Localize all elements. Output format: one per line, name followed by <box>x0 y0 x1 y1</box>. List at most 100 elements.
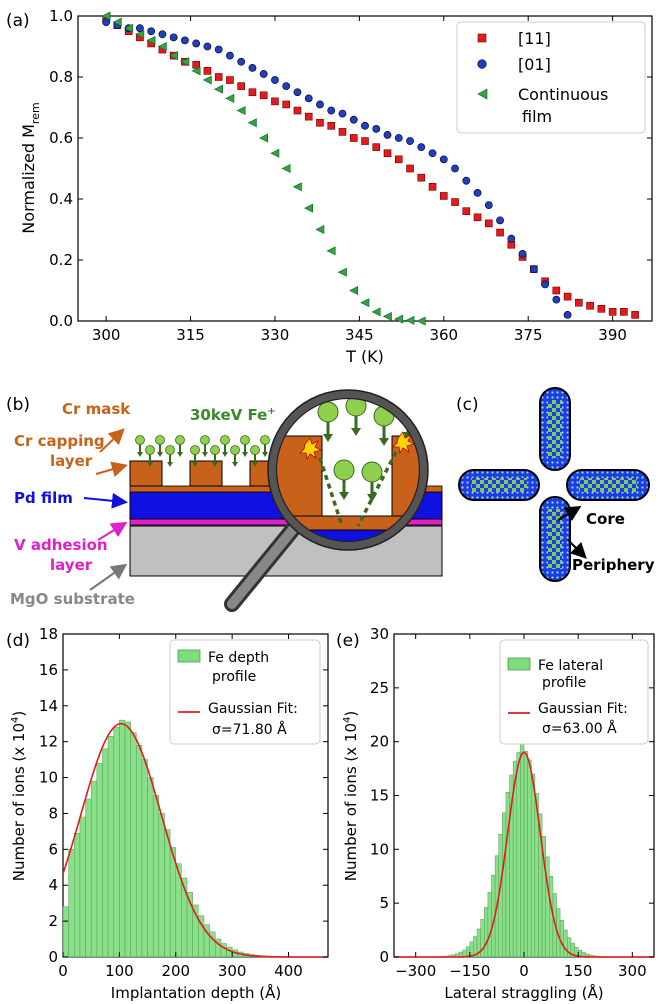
fe-ion <box>260 435 270 445</box>
point-11 <box>473 213 482 222</box>
point-11 <box>439 192 448 200</box>
histogram-bar <box>516 752 521 958</box>
label-periphery: Periphery <box>572 556 655 574</box>
fe-ion <box>210 445 220 455</box>
point-film <box>270 148 280 158</box>
fe-ion <box>135 435 145 445</box>
legend-marker-11 <box>477 33 487 43</box>
point-11 <box>304 112 313 121</box>
fe-ion <box>240 435 250 445</box>
point-01 <box>237 57 246 66</box>
histogram-bar <box>559 920 564 958</box>
point-11 <box>428 183 437 191</box>
y-tick-label: 12 <box>39 733 58 751</box>
label-v-adhesion-2: layer <box>50 556 93 574</box>
fe-ion <box>190 445 200 455</box>
point-01 <box>282 82 291 91</box>
point-film <box>304 203 314 213</box>
point-01 <box>541 280 549 289</box>
histogram-bar <box>520 742 525 958</box>
plot-a-ylabel: Normalized Mrem <box>19 102 42 233</box>
histogram-bar <box>113 727 120 958</box>
arrow-cr-capping <box>95 461 128 477</box>
point-11 <box>552 286 561 295</box>
point-01 <box>462 176 471 185</box>
plot-d-y-ticks: 0 2 4 6 8 10 12 14 16 18 <box>39 625 328 966</box>
histogram-bar <box>527 759 532 958</box>
point-film <box>416 316 426 326</box>
point-01 <box>372 124 381 133</box>
y-tick-label: 25 <box>370 679 389 697</box>
histogram-bar <box>523 751 528 958</box>
point-film <box>202 75 212 85</box>
arrow-cr-mask <box>99 428 125 453</box>
label-cr-capping-1: Cr capping <box>14 432 105 450</box>
y-tick-label: 0.2 <box>49 251 73 269</box>
panel-d: (d) 0 2 4 6 8 10 12 14 16 18 0 100 200 300 400 Implan… <box>6 625 329 1002</box>
y-tick-label: 6 <box>48 840 58 858</box>
legend-marker-01 <box>477 59 487 69</box>
point-film <box>259 133 269 143</box>
label-core: Core <box>586 510 625 528</box>
legend-marker-film <box>477 88 488 100</box>
point-film <box>191 66 201 76</box>
point-01 <box>496 216 504 225</box>
point-11 <box>383 149 392 158</box>
histogram-bar <box>102 748 109 958</box>
x-tick-label: 150 <box>564 962 593 980</box>
point-01 <box>349 115 358 124</box>
point-01 <box>169 33 178 42</box>
x-tick-label: 330 <box>261 326 290 344</box>
point-film <box>360 298 370 308</box>
plot-e-y-ticks: 0 5 10 15 20 25 30 <box>370 625 654 966</box>
y-tick-label: 0.4 <box>49 190 73 208</box>
cr-mask-block <box>129 460 163 487</box>
point-01 <box>473 188 482 197</box>
legend-fit-value: σ=71.80 Å <box>212 721 287 738</box>
label-cr-mask: Cr mask <box>62 400 131 418</box>
fe-ion <box>200 435 210 445</box>
point-11 <box>462 207 471 215</box>
y-tick-label: 0.8 <box>49 68 73 86</box>
panel-b-diagram: (b) Cr mask 30keV Fe+ Cr capping layer P… <box>6 389 443 612</box>
histogram-bar <box>130 732 137 958</box>
x-tick-label: 390 <box>598 326 627 344</box>
histogram-bar <box>169 847 177 958</box>
label-mgo-substrate: MgO substrate <box>10 590 135 608</box>
point-11 <box>372 143 381 151</box>
histogram-bar <box>96 762 103 958</box>
y-tick-label: 14 <box>39 697 58 715</box>
plot-d-ylabel: Number of ions (x 104) <box>10 711 28 882</box>
histogram-bar <box>90 780 98 958</box>
legend-hist-label: Fe lateral profile <box>538 658 603 691</box>
panel-e: (e) 0 5 10 15 20 25 30 −300 −150 0 150 300 Lateral… <box>336 625 655 1002</box>
plot-a-frame <box>77 15 653 322</box>
y-tick-label: 0.0 <box>49 312 73 330</box>
point-film <box>214 84 223 94</box>
plot-a-xlabel: T (K) <box>345 347 384 366</box>
plot-e-fit-curve <box>394 751 654 958</box>
panel-label-e: (e) <box>336 631 360 651</box>
label-pd-film: Pd film <box>14 489 73 507</box>
plot-d-xlabel: Implantation depth (Å) <box>111 983 281 1002</box>
point-film <box>225 93 235 103</box>
point-11 <box>271 97 279 106</box>
panel-a: (a) 0.0 0.2 0.4 0.6 0.8 1.0 300 315 330 345 360 37… <box>6 7 653 366</box>
x-tick-label: 200 <box>161 962 190 980</box>
fe-ion <box>250 445 260 455</box>
point-01 <box>158 30 167 39</box>
plot-d-x-ticks: 0 100 200 300 400 <box>58 634 303 980</box>
histogram-bar <box>505 792 510 958</box>
plot-e-legend: Fe lateral profile Gaussian Fit: σ=63.00 … <box>499 639 649 745</box>
point-11 <box>349 134 358 142</box>
point-11 <box>608 308 617 316</box>
point-01 <box>259 70 268 78</box>
histogram-bar <box>152 795 160 958</box>
histogram-bar <box>530 773 536 958</box>
legend-fit-value: σ=63.00 Å <box>542 720 617 737</box>
point-01 <box>406 137 414 145</box>
point-11 <box>237 82 245 90</box>
point-film <box>123 23 133 33</box>
plot-a-y-ticks: 0.0 0.2 0.4 0.6 0.8 1.0 <box>49 7 652 330</box>
point-film <box>101 11 111 21</box>
